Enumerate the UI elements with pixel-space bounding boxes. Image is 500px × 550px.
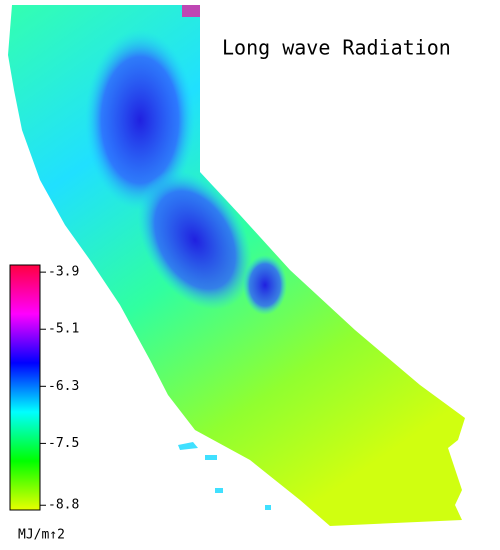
colorbar-tick-label: -3.9 xyxy=(48,265,79,280)
colorbar-label: MJ/m↑2 xyxy=(18,528,65,543)
colorbar-tick-label: -7.5 xyxy=(48,436,79,451)
map-title: Long wave Radiation xyxy=(222,36,451,60)
california-map xyxy=(8,5,465,526)
colorbar-tick-label: -8.8 xyxy=(48,498,79,513)
low-region xyxy=(85,30,195,210)
low-region xyxy=(137,170,253,310)
colorbar xyxy=(9,264,41,511)
colorbar-tick-label: -6.3 xyxy=(48,379,79,394)
low-region xyxy=(243,255,287,315)
islands xyxy=(178,442,271,510)
high-spot xyxy=(182,5,200,17)
colorbar-tick-label: -5.1 xyxy=(48,322,79,337)
